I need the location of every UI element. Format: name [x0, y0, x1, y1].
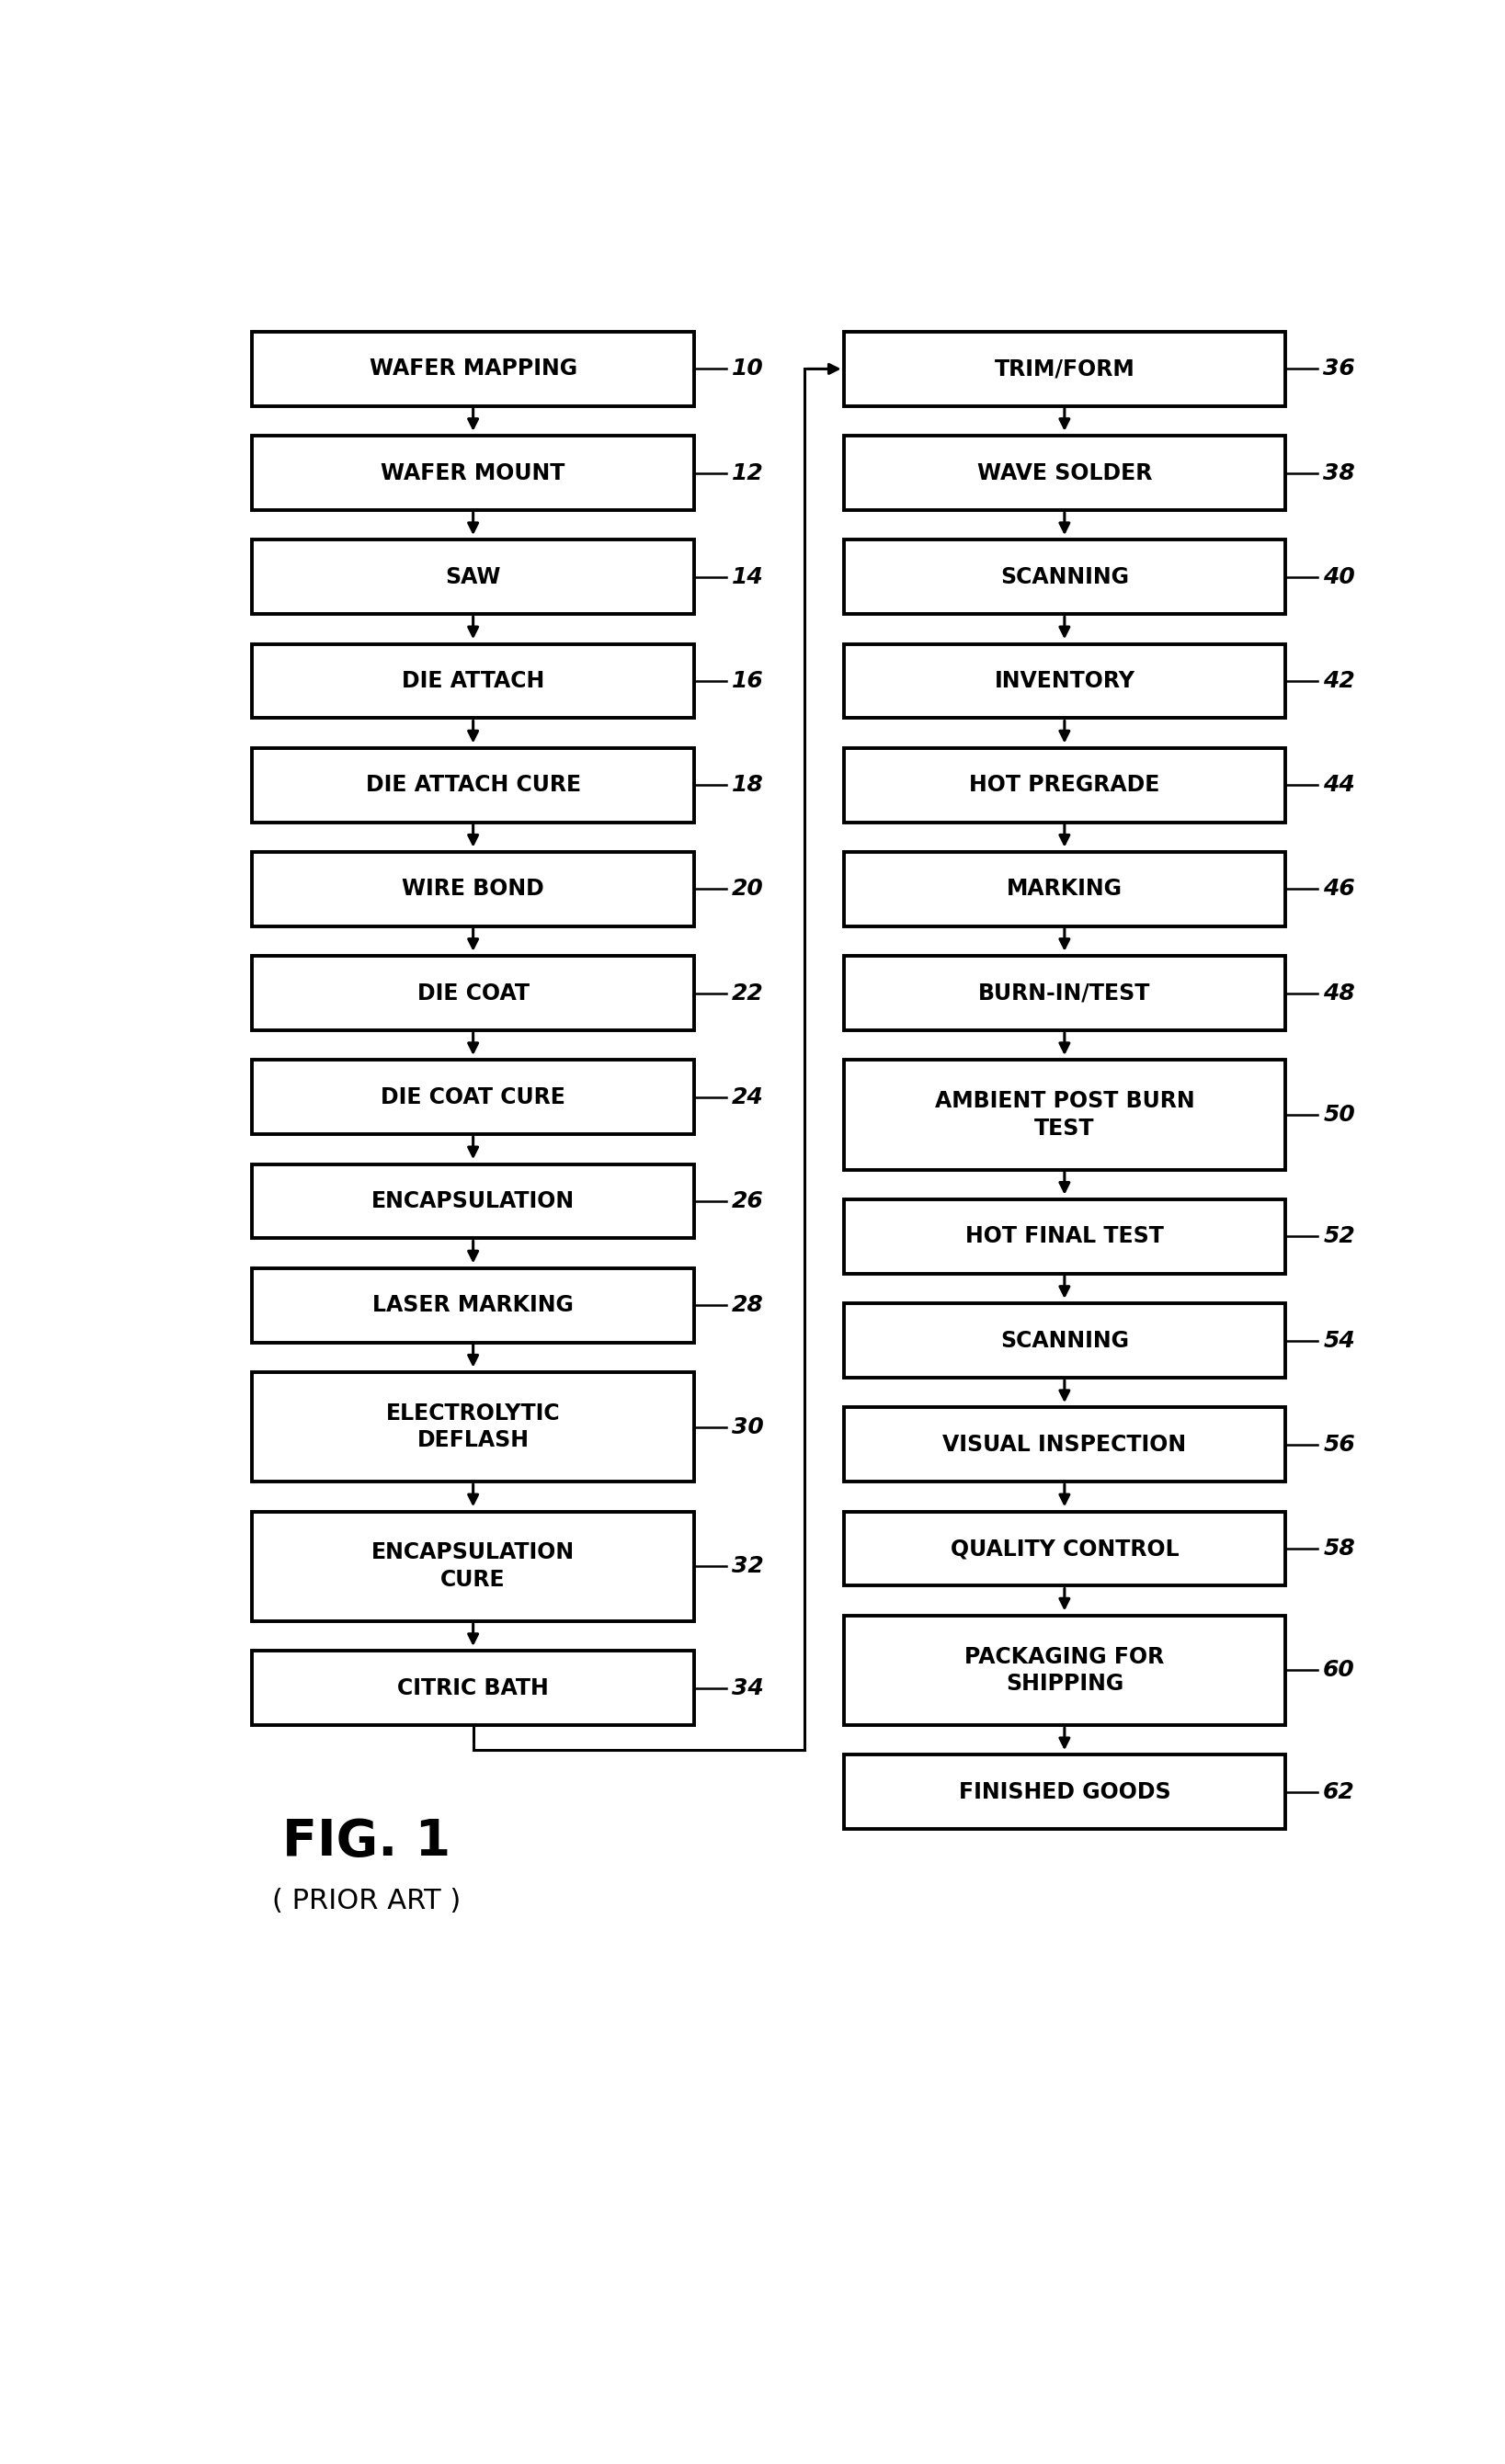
FancyBboxPatch shape: [844, 853, 1285, 926]
Text: 28: 28: [731, 1294, 763, 1316]
FancyBboxPatch shape: [253, 643, 694, 717]
FancyBboxPatch shape: [844, 1616, 1285, 1725]
Text: ENCAPSULATION: ENCAPSULATION: [372, 1190, 575, 1212]
Text: 24: 24: [731, 1087, 763, 1109]
Text: HOT PREGRADE: HOT PREGRADE: [969, 774, 1160, 796]
Text: BURN-IN/TEST: BURN-IN/TEST: [978, 983, 1151, 1005]
Text: 34: 34: [731, 1678, 763, 1700]
Text: 18: 18: [731, 774, 763, 796]
FancyBboxPatch shape: [844, 1754, 1285, 1828]
Text: ( PRIOR ART ): ( PRIOR ART ): [272, 1887, 461, 1915]
Text: AMBIENT POST BURN
TEST: AMBIENT POST BURN TEST: [935, 1089, 1195, 1138]
Text: ENCAPSULATION
CURE: ENCAPSULATION CURE: [372, 1542, 575, 1592]
Text: 44: 44: [1323, 774, 1354, 796]
FancyBboxPatch shape: [253, 540, 694, 614]
Text: 12: 12: [731, 461, 763, 483]
Text: SCANNING: SCANNING: [1001, 1331, 1129, 1353]
Text: 14: 14: [731, 567, 763, 589]
FancyBboxPatch shape: [844, 333, 1285, 407]
Text: DIE COAT: DIE COAT: [417, 983, 530, 1005]
FancyBboxPatch shape: [844, 749, 1285, 823]
Text: 50: 50: [1323, 1104, 1354, 1126]
Text: 32: 32: [731, 1555, 763, 1577]
FancyBboxPatch shape: [253, 333, 694, 407]
FancyBboxPatch shape: [844, 1407, 1285, 1481]
FancyBboxPatch shape: [253, 1510, 694, 1621]
Text: 46: 46: [1323, 877, 1354, 899]
FancyBboxPatch shape: [844, 643, 1285, 717]
Text: WIRE BOND: WIRE BOND: [402, 877, 545, 899]
Text: TRIM/FORM: TRIM/FORM: [995, 357, 1135, 379]
Text: CITRIC BATH: CITRIC BATH: [397, 1678, 549, 1700]
FancyBboxPatch shape: [253, 1269, 694, 1343]
FancyBboxPatch shape: [253, 749, 694, 823]
Text: DIE ATTACH CURE: DIE ATTACH CURE: [366, 774, 581, 796]
FancyBboxPatch shape: [253, 436, 694, 510]
FancyBboxPatch shape: [253, 1372, 694, 1481]
FancyBboxPatch shape: [253, 853, 694, 926]
Text: 36: 36: [1323, 357, 1354, 379]
Text: FINISHED GOODS: FINISHED GOODS: [959, 1781, 1171, 1804]
FancyBboxPatch shape: [844, 956, 1285, 1030]
Text: 60: 60: [1323, 1658, 1354, 1680]
Text: 52: 52: [1323, 1225, 1354, 1247]
Text: 26: 26: [731, 1190, 763, 1212]
Text: MARKING: MARKING: [1007, 877, 1123, 899]
Text: 40: 40: [1323, 567, 1354, 589]
Text: 10: 10: [731, 357, 763, 379]
Text: DIE ATTACH: DIE ATTACH: [402, 670, 545, 692]
Text: DIE COAT CURE: DIE COAT CURE: [381, 1087, 566, 1109]
Text: SCANNING: SCANNING: [1001, 567, 1129, 589]
Text: 56: 56: [1323, 1434, 1354, 1456]
FancyBboxPatch shape: [844, 1510, 1285, 1587]
Text: VISUAL INSPECTION: VISUAL INSPECTION: [942, 1434, 1186, 1456]
FancyBboxPatch shape: [844, 1200, 1285, 1274]
Text: LASER MARKING: LASER MARKING: [373, 1294, 573, 1316]
Text: QUALITY CONTROL: QUALITY CONTROL: [950, 1538, 1178, 1560]
Text: 38: 38: [1323, 461, 1354, 483]
Text: 62: 62: [1323, 1781, 1354, 1804]
Text: 48: 48: [1323, 983, 1354, 1005]
Text: 20: 20: [731, 877, 763, 899]
Text: 30: 30: [731, 1417, 763, 1439]
FancyBboxPatch shape: [844, 1303, 1285, 1377]
Text: 54: 54: [1323, 1331, 1354, 1353]
Text: 16: 16: [731, 670, 763, 692]
Text: FIG. 1: FIG. 1: [281, 1816, 450, 1868]
Text: 22: 22: [731, 983, 763, 1005]
Text: WAFER MAPPING: WAFER MAPPING: [369, 357, 576, 379]
Text: WAVE SOLDER: WAVE SOLDER: [977, 461, 1151, 483]
Text: 42: 42: [1323, 670, 1354, 692]
FancyBboxPatch shape: [844, 436, 1285, 510]
Text: INVENTORY: INVENTORY: [995, 670, 1135, 692]
Text: SAW: SAW: [445, 567, 501, 589]
FancyBboxPatch shape: [844, 1060, 1285, 1170]
Text: HOT FINAL TEST: HOT FINAL TEST: [965, 1225, 1163, 1247]
Text: 58: 58: [1323, 1538, 1354, 1560]
FancyBboxPatch shape: [844, 540, 1285, 614]
FancyBboxPatch shape: [253, 956, 694, 1030]
FancyBboxPatch shape: [253, 1060, 694, 1133]
Text: ELECTROLYTIC
DEFLASH: ELECTROLYTIC DEFLASH: [385, 1402, 560, 1451]
FancyBboxPatch shape: [253, 1163, 694, 1239]
Text: WAFER MOUNT: WAFER MOUNT: [381, 461, 566, 483]
Text: PACKAGING FOR
SHIPPING: PACKAGING FOR SHIPPING: [965, 1646, 1165, 1695]
FancyBboxPatch shape: [253, 1651, 694, 1725]
